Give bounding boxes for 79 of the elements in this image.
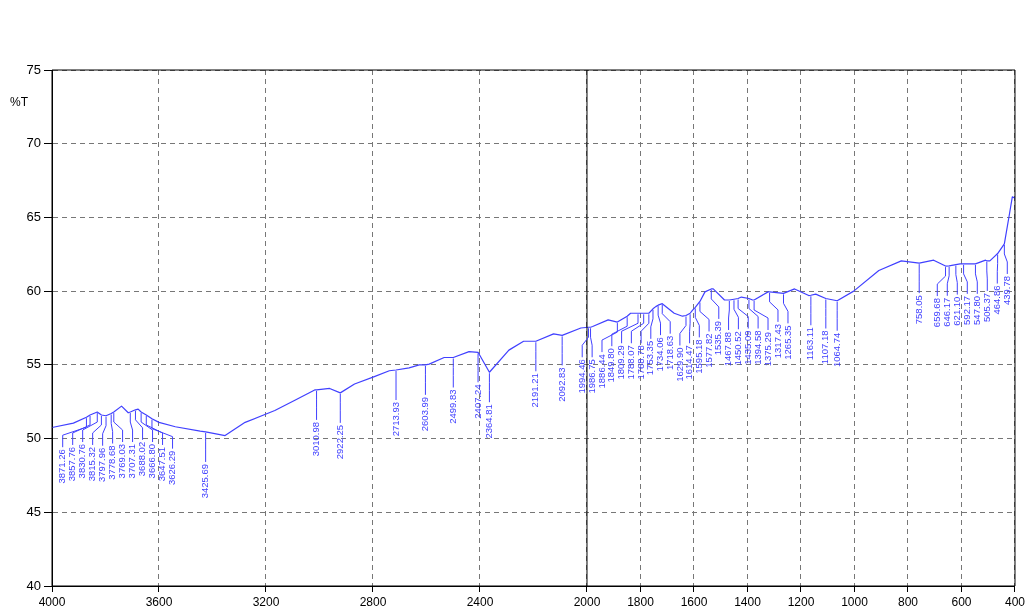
y-tick-label: 55 xyxy=(26,356,41,372)
annotation: 1768.78 xyxy=(634,345,646,380)
x-tick-label: 4000 xyxy=(38,594,66,609)
annotation: 3425.69 xyxy=(199,463,211,499)
annotation: 1435.09 xyxy=(741,330,753,365)
x-tick-label: 2400 xyxy=(466,594,494,609)
x-tick-label: 1600 xyxy=(680,594,708,609)
annotation: 1577.82 xyxy=(702,333,714,368)
annotation: 1375.29 xyxy=(761,331,773,367)
annotation: 1467.88 xyxy=(722,331,734,367)
annotation: 3626.29 xyxy=(166,450,178,486)
annotation: 2603.99 xyxy=(419,396,431,432)
annotation: 2364.81 xyxy=(483,404,495,439)
y-tick-label: 70 xyxy=(26,135,41,151)
annotation: 3815.32 xyxy=(86,446,98,482)
annotation: 592.17 xyxy=(960,295,972,325)
annotation: 1718.63 xyxy=(663,335,675,371)
annotation: 505.37 xyxy=(980,292,992,322)
annotation: 1064.74 xyxy=(830,332,842,368)
x-tick-label: 1200 xyxy=(787,594,815,609)
annotation: 1614.47 xyxy=(683,345,695,380)
annotation: 3830.76 xyxy=(76,444,88,479)
x-tick-label: 400 xyxy=(1004,594,1026,609)
x-tick-label: 3200 xyxy=(252,594,280,609)
annotation: 646.17 xyxy=(940,297,952,327)
annotation: 1535.39 xyxy=(712,320,724,356)
annotation: 2407.24 xyxy=(471,384,483,419)
annotation: 621.10 xyxy=(950,296,962,326)
annotation: 2191.21 xyxy=(529,373,541,408)
annotation: 1986.75 xyxy=(585,359,597,394)
annotation: 3010.98 xyxy=(310,421,322,457)
annotation: 3871.26 xyxy=(56,449,68,484)
x-tick-label: 2800 xyxy=(359,594,387,609)
annotation: 3707.31 xyxy=(126,444,138,479)
y-tick-label: 45 xyxy=(26,503,41,519)
y-axis-title: %T xyxy=(10,95,29,110)
annotation: 3666.80 xyxy=(146,444,158,479)
annotation: 1886.44 xyxy=(595,354,607,389)
annotation: 1317.43 xyxy=(771,323,783,359)
annotation: 1849.80 xyxy=(605,348,617,383)
annotation: 3769.03 xyxy=(116,444,128,479)
annotation: 758.05 xyxy=(912,295,924,325)
x-tick-label: 1000 xyxy=(841,594,869,609)
x-tick-label: 1800 xyxy=(627,594,655,609)
annotation: 1107.18 xyxy=(819,330,831,365)
x-tick-label: 3600 xyxy=(145,594,173,609)
annotation: 1809.29 xyxy=(615,345,627,380)
annotation: 3778.68 xyxy=(106,445,118,480)
annotation: 3647.51 xyxy=(156,446,168,482)
y-tick-label: 60 xyxy=(26,282,41,298)
annotation: 2922.25 xyxy=(333,424,345,460)
annotation: 2713.93 xyxy=(389,402,401,437)
annotation: 2499.83 xyxy=(446,389,458,424)
x-tick-label: 800 xyxy=(897,594,919,609)
annotation: 659.68 xyxy=(930,298,942,328)
annotation: 547.80 xyxy=(970,295,982,325)
annotation: 1394.58 xyxy=(751,330,763,365)
annotation: 1595.18 xyxy=(692,339,704,374)
annotation: 1994.46 xyxy=(575,359,587,394)
annotation: 439.78 xyxy=(1000,275,1012,306)
annotation: 1265.35 xyxy=(781,325,793,360)
annotation: 2092.83 xyxy=(555,367,567,402)
annotation: 1450.52 xyxy=(732,331,743,366)
annotation: 1163.11 xyxy=(804,327,816,361)
annotation: 3797.96 xyxy=(96,447,108,483)
y-tick-label: 75 xyxy=(26,61,41,77)
annotation: 464.86 xyxy=(990,285,1002,315)
x-tick-label: 2000 xyxy=(573,594,601,609)
annotation: 1753.35 xyxy=(644,340,656,376)
y-tick-label: 65 xyxy=(26,209,41,225)
y-tick-label: 50 xyxy=(26,430,41,446)
annotation: 1734.06 xyxy=(654,337,666,372)
annotation: 1788.07 xyxy=(624,345,636,380)
x-tick-label: 600 xyxy=(951,594,972,609)
annotation: 1629.90 xyxy=(673,347,685,382)
x-tick-label: 1400 xyxy=(734,594,762,609)
y-tick-label: 40 xyxy=(26,577,41,593)
annotation: 3688.02 xyxy=(136,441,148,477)
annotation: 3857.76 xyxy=(66,446,78,482)
